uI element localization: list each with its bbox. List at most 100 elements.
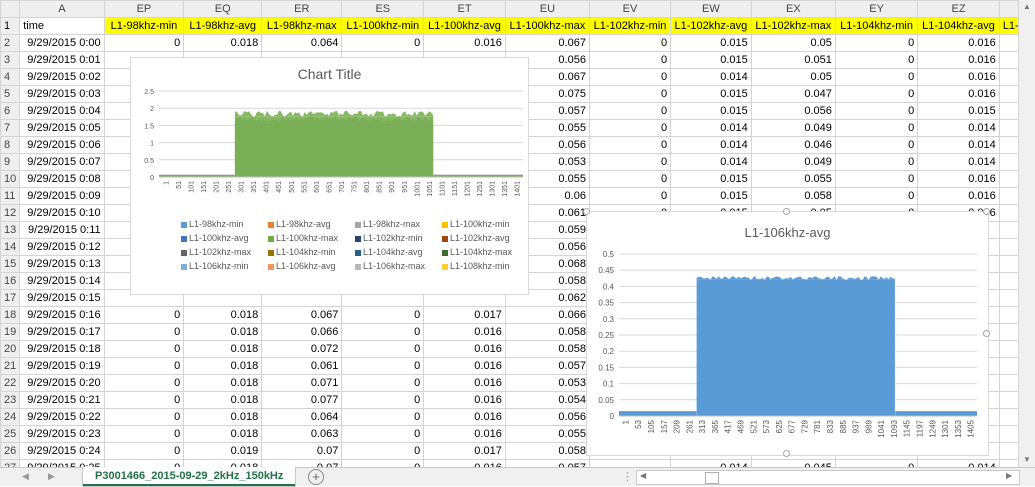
plus-icon[interactable]: + (308, 469, 324, 485)
cell[interactable]: 0.018 (183, 408, 263, 426)
cell[interactable]: 0.017 (423, 306, 506, 324)
cell[interactable]: time (19, 17, 105, 35)
cell[interactable]: 0 (834, 34, 919, 52)
cell[interactable]: 9/29/2015 0:10 (19, 204, 105, 222)
cell[interactable]: 0 (588, 187, 672, 205)
cell[interactable]: 0.014 (917, 119, 1000, 137)
column-header[interactable]: A (19, 0, 105, 18)
cell[interactable]: 0.077 (261, 391, 343, 409)
cell[interactable]: 0.053 (504, 374, 590, 392)
column-header[interactable]: ET (423, 0, 506, 18)
column-header[interactable]: EV (588, 0, 672, 18)
cell[interactable]: 0.05 (750, 68, 836, 86)
cell[interactable]: 0 (103, 357, 185, 375)
select-all-corner[interactable] (0, 0, 21, 18)
cell[interactable]: 0.018 (183, 391, 263, 409)
row-number[interactable]: 8 (0, 136, 21, 154)
cell[interactable]: 0 (834, 187, 919, 205)
row-number[interactable]: 1 (0, 17, 21, 35)
cell[interactable]: 9/29/2015 0:19 (19, 357, 105, 375)
row-number[interactable]: 17 (0, 289, 21, 307)
row-number[interactable]: 13 (0, 221, 21, 239)
cell[interactable]: 9/29/2015 0:24 (19, 442, 105, 460)
column-header[interactable]: EX (750, 0, 836, 18)
cell[interactable]: 0 (834, 136, 919, 154)
cell[interactable]: 0.014 (670, 68, 752, 86)
cell[interactable]: L1-102khz-min (588, 17, 672, 35)
cell[interactable]: 0.016 (423, 374, 506, 392)
cell[interactable]: L1-98khz-min (103, 17, 185, 35)
row-number[interactable]: 7 (0, 119, 21, 137)
cell[interactable]: 0 (103, 374, 185, 392)
row-number[interactable]: 12 (0, 204, 21, 222)
cell[interactable]: 0.018 (183, 340, 263, 358)
scroll-down-icon[interactable]: ▼ (1023, 455, 1031, 464)
cell[interactable]: 0 (834, 68, 919, 86)
cell[interactable]: 0.058 (504, 340, 590, 358)
cell[interactable]: 0 (588, 51, 672, 69)
cell[interactable]: 0.058 (504, 442, 590, 460)
cell[interactable]: 9/29/2015 0:05 (19, 119, 105, 137)
row-number[interactable]: 2 (0, 34, 21, 52)
row-number[interactable]: 23 (0, 391, 21, 409)
cell[interactable]: 0 (588, 102, 672, 120)
sheet-nav-right-icon[interactable]: ▶ (48, 471, 55, 481)
cell[interactable]: 0.016 (423, 425, 506, 443)
cell[interactable]: 0.055 (750, 170, 836, 188)
cell[interactable]: 0.067 (261, 306, 343, 324)
column-header[interactable]: EU (504, 0, 590, 18)
cell[interactable]: 9/29/2015 0:21 (19, 391, 105, 409)
row-number[interactable]: 24 (0, 408, 21, 426)
sheet-nav-left-icon[interactable]: ◀ (22, 471, 29, 481)
cell[interactable]: 0.054 (504, 391, 590, 409)
resize-handle-top-right[interactable] (983, 208, 990, 215)
cell[interactable]: 0.07 (261, 442, 343, 460)
cell[interactable]: 0 (341, 306, 425, 324)
cell[interactable]: 0 (103, 323, 185, 341)
cell[interactable]: 0.058 (504, 323, 590, 341)
cell[interactable]: 0.066 (261, 323, 343, 341)
cell[interactable]: 9/29/2015 0:06 (19, 136, 105, 154)
cell[interactable]: 9/29/2015 0:07 (19, 153, 105, 171)
cell[interactable]: 0.049 (750, 153, 836, 171)
cell[interactable]: 0.064 (261, 408, 343, 426)
row-number[interactable]: 25 (0, 425, 21, 443)
cell[interactable]: 0.016 (917, 34, 1000, 52)
cell[interactable]: L1-98khz-max (261, 17, 343, 35)
split-handle-icon[interactable]: ⋮ (622, 471, 633, 483)
column-header[interactable]: ER (261, 0, 343, 18)
cell[interactable]: 0.057 (504, 357, 590, 375)
row-number[interactable]: 26 (0, 442, 21, 460)
column-header[interactable]: EQ (183, 0, 263, 18)
cell[interactable]: 0.019 (183, 442, 263, 460)
resize-handle-bottom[interactable] (783, 450, 790, 457)
cell[interactable]: 0.014 (917, 153, 1000, 171)
column-header[interactable]: ES (341, 0, 425, 18)
cell[interactable]: 9/29/2015 0:03 (19, 85, 105, 103)
row-number[interactable]: 18 (0, 306, 21, 324)
cell[interactable]: 0.015 (670, 102, 752, 120)
cell[interactable]: 0.063 (261, 425, 343, 443)
cell[interactable]: 0.014 (670, 119, 752, 137)
cell[interactable]: 0.015 (670, 170, 752, 188)
cell[interactable]: 0.015 (670, 187, 752, 205)
horizontal-scrollbar[interactable]: ◀ ▶ (636, 470, 1020, 485)
row-number[interactable]: 9 (0, 153, 21, 171)
cell[interactable]: 0.016 (917, 170, 1000, 188)
cell[interactable]: 9/29/2015 0:23 (19, 425, 105, 443)
row-number[interactable]: 6 (0, 102, 21, 120)
cell[interactable]: 0 (341, 425, 425, 443)
cell[interactable]: 0.015 (670, 85, 752, 103)
cell[interactable]: 9/29/2015 0:00 (19, 34, 105, 52)
cell[interactable]: 0.056 (750, 102, 836, 120)
scroll-right-icon[interactable]: ▶ (1006, 471, 1013, 480)
cell[interactable]: 0.018 (183, 323, 263, 341)
cell[interactable]: 0.016 (917, 85, 1000, 103)
cell[interactable]: 9/29/2015 0:22 (19, 408, 105, 426)
cell[interactable]: 0.015 (670, 34, 752, 52)
cell[interactable]: 0.018 (183, 306, 263, 324)
cell[interactable]: 9/29/2015 0:12 (19, 238, 105, 256)
cell[interactable]: 0 (341, 391, 425, 409)
cell[interactable]: 0 (834, 85, 919, 103)
cell[interactable]: 0.058 (750, 187, 836, 205)
